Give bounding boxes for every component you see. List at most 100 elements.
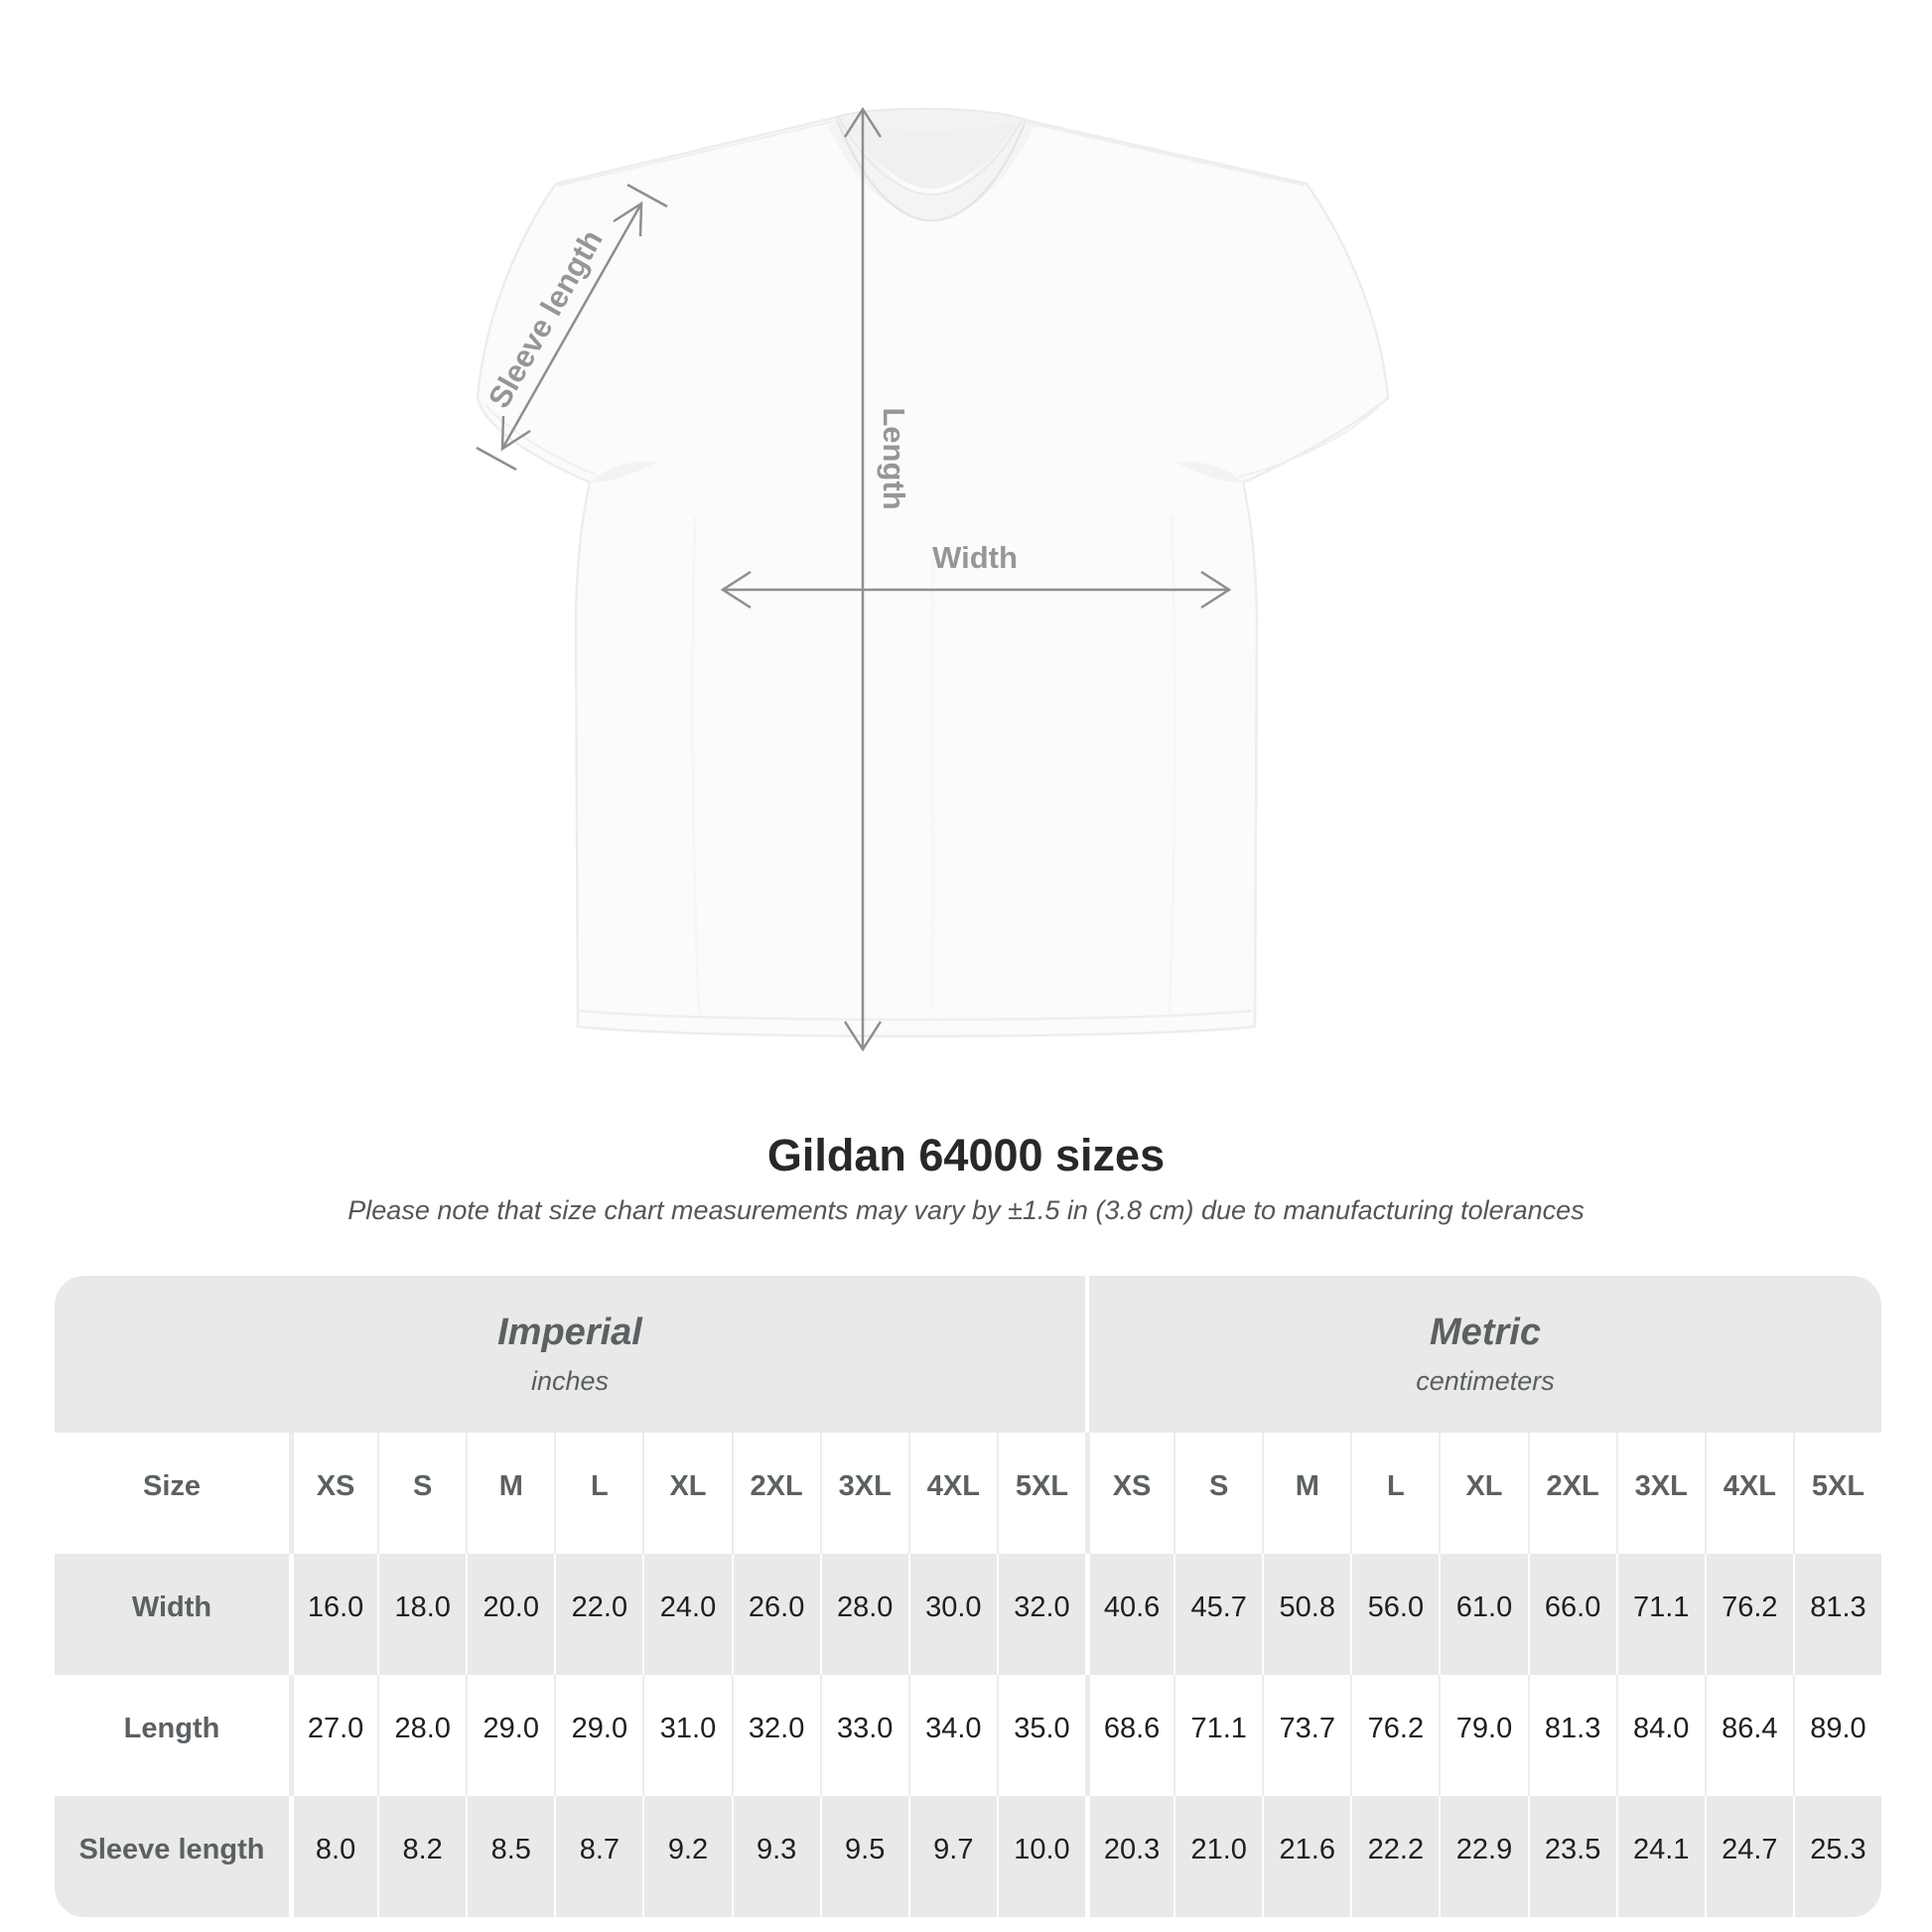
value-sleeve-length-cm-2xl: 23.5 xyxy=(1527,1796,1616,1917)
value-sleeve-length-cm-5xl: 25.3 xyxy=(1792,1796,1881,1917)
value-length-cm-2xl: 81.3 xyxy=(1527,1675,1616,1796)
tshirt-measurement-diagram: Sleeve length Length Width xyxy=(476,106,1390,1052)
value-sleeve-length-cm-4xl: 24.7 xyxy=(1704,1796,1793,1917)
value-length-in-5xl: 35.0 xyxy=(996,1675,1085,1796)
value-length-in-4xl: 34.0 xyxy=(907,1675,997,1796)
size-header-imperial-l: L xyxy=(554,1433,643,1554)
page-title: Gildan 64000 sizes xyxy=(766,1130,1166,1180)
value-sleeve-length-cm-3xl: 24.1 xyxy=(1615,1796,1705,1917)
row-label-length: Length xyxy=(55,1675,289,1796)
value-width-cm-2xl: 66.0 xyxy=(1527,1554,1616,1675)
size-header-imperial-xs: XS xyxy=(289,1433,378,1554)
row-label-width: Width xyxy=(55,1554,289,1675)
size-header-metric-s: S xyxy=(1173,1433,1263,1554)
value-width-in-xs: 16.0 xyxy=(289,1554,378,1675)
row-label-sleeve-length: Sleeve length xyxy=(55,1796,289,1917)
imperial-header: Imperial inches xyxy=(55,1276,1085,1433)
metric-unit: centimeters xyxy=(1416,1366,1555,1396)
shoulder-seam-left xyxy=(557,119,840,187)
size-header-metric-4xl: 4XL xyxy=(1704,1433,1793,1554)
size-header-metric-m: M xyxy=(1262,1433,1351,1554)
value-sleeve-length-cm-xl: 22.9 xyxy=(1439,1796,1528,1917)
value-width-in-2xl: 26.0 xyxy=(731,1554,820,1675)
imperial-unit: inches xyxy=(530,1366,610,1396)
shoulder-seam-right xyxy=(1023,121,1306,187)
value-sleeve-length-cm-s: 21.0 xyxy=(1173,1796,1263,1917)
value-sleeve-length-in-4xl: 9.7 xyxy=(907,1796,997,1917)
tshirt-collar-inner-edge xyxy=(839,118,1024,197)
value-sleeve-length-in-2xl: 9.3 xyxy=(731,1796,820,1917)
size-header-metric-l: L xyxy=(1350,1433,1440,1554)
size-header-imperial-3xl: 3XL xyxy=(819,1433,908,1554)
size-column-header: Size xyxy=(55,1433,289,1554)
size-header-imperial-s: S xyxy=(377,1433,467,1554)
width-arrow xyxy=(720,570,1232,610)
sleeve-hem-right xyxy=(1238,404,1381,478)
value-width-cm-l: 56.0 xyxy=(1350,1554,1440,1675)
armpit-shade-right xyxy=(1175,461,1243,483)
value-sleeve-length-cm-m: 21.6 xyxy=(1262,1796,1351,1917)
value-sleeve-length-in-xl: 9.2 xyxy=(642,1796,732,1917)
tolerance-note: Please note that size chart measurements… xyxy=(347,1195,1585,1225)
value-length-in-3xl: 33.0 xyxy=(819,1675,908,1796)
value-width-cm-xs: 40.6 xyxy=(1085,1554,1174,1675)
size-header-metric-2xl: 2XL xyxy=(1527,1433,1616,1554)
size-header-metric-3xl: 3XL xyxy=(1615,1433,1705,1554)
value-length-cm-l: 76.2 xyxy=(1350,1675,1440,1796)
value-width-in-s: 18.0 xyxy=(377,1554,467,1675)
value-sleeve-length-in-s: 8.2 xyxy=(377,1796,467,1917)
value-sleeve-length-cm-xs: 20.3 xyxy=(1085,1796,1174,1917)
size-header-imperial-4xl: 4XL xyxy=(907,1433,997,1554)
wrinkle-line xyxy=(690,515,701,1014)
armpit-shade-left xyxy=(590,461,657,483)
size-table: Imperial inches Metric centimeters Size X… xyxy=(55,1276,1881,1917)
value-width-cm-4xl: 76.2 xyxy=(1704,1554,1793,1675)
value-length-cm-4xl: 86.4 xyxy=(1704,1675,1793,1796)
length-arrow xyxy=(843,106,883,1052)
value-width-cm-m: 50.8 xyxy=(1262,1554,1351,1675)
value-length-cm-m: 73.7 xyxy=(1262,1675,1351,1796)
size-header-metric-5xl: 5XL xyxy=(1792,1433,1881,1554)
value-width-in-m: 20.0 xyxy=(466,1554,555,1675)
value-length-cm-xl: 79.0 xyxy=(1439,1675,1528,1796)
tshirt-neck-shadow xyxy=(844,120,1021,189)
value-sleeve-length-in-3xl: 9.5 xyxy=(819,1796,908,1917)
value-length-in-m: 29.0 xyxy=(466,1675,555,1796)
width-label: Width xyxy=(932,540,1018,575)
value-length-in-xs: 27.0 xyxy=(289,1675,378,1796)
length-label: Length xyxy=(877,407,911,509)
value-length-cm-xs: 68.6 xyxy=(1085,1675,1174,1796)
metric-header: Metric centimeters xyxy=(1085,1276,1881,1433)
value-width-cm-5xl: 81.3 xyxy=(1792,1554,1881,1675)
size-header-imperial-m: M xyxy=(466,1433,555,1554)
wrinkle-line xyxy=(930,555,935,1009)
tshirt-illustration xyxy=(476,107,1390,1037)
value-length-in-2xl: 32.0 xyxy=(731,1675,820,1796)
value-sleeve-length-in-l: 8.7 xyxy=(554,1796,643,1917)
value-width-cm-xl: 61.0 xyxy=(1439,1554,1528,1675)
value-sleeve-length-in-m: 8.5 xyxy=(466,1796,555,1917)
metric-label: Metric xyxy=(1430,1311,1541,1353)
size-header-imperial-xl: XL xyxy=(642,1433,732,1554)
value-sleeve-length-in-5xl: 10.0 xyxy=(996,1796,1085,1917)
value-length-cm-3xl: 84.0 xyxy=(1615,1675,1705,1796)
value-width-in-l: 22.0 xyxy=(554,1554,643,1675)
tshirt-collar-band xyxy=(828,115,1035,219)
value-length-cm-5xl: 89.0 xyxy=(1792,1675,1881,1796)
size-header-imperial-5xl: 5XL xyxy=(996,1433,1085,1554)
size-header-imperial-2xl: 2XL xyxy=(731,1433,820,1554)
size-header-metric-xl: XL xyxy=(1439,1433,1528,1554)
value-sleeve-length-in-xs: 8.0 xyxy=(289,1796,378,1917)
value-width-in-xl: 24.0 xyxy=(642,1554,732,1675)
sleeve-hem-left xyxy=(484,404,597,476)
value-length-in-s: 28.0 xyxy=(377,1675,467,1796)
sleeve-length-arrow xyxy=(476,183,668,472)
imperial-label: Imperial xyxy=(497,1311,642,1353)
tshirt-collar-outer-edge xyxy=(835,118,1028,222)
value-width-cm-3xl: 71.1 xyxy=(1615,1554,1705,1675)
value-length-in-l: 29.0 xyxy=(554,1675,643,1796)
value-width-cm-s: 45.7 xyxy=(1173,1554,1263,1675)
value-width-in-4xl: 30.0 xyxy=(907,1554,997,1675)
value-length-cm-s: 71.1 xyxy=(1173,1675,1263,1796)
value-sleeve-length-cm-l: 22.2 xyxy=(1350,1796,1440,1917)
